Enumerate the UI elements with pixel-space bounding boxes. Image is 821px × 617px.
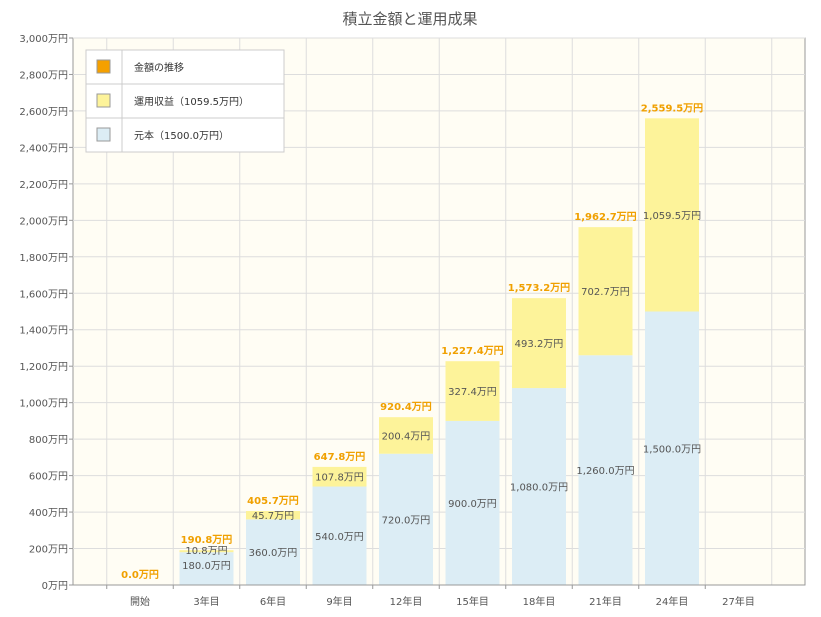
y-tick-label: 800万円 — [29, 435, 68, 446]
x-tick-label: 12年目 — [390, 595, 423, 608]
bars-group — [179, 118, 699, 585]
bar-segment-return — [645, 118, 699, 312]
y-tick-label: 200万円 — [29, 545, 68, 556]
y-tick-label: 2,200万円 — [19, 180, 68, 191]
y-axis: 0万円 200万円 400万円 600万円 800万円 1,000万円 1,200万円 1,4… — [19, 34, 73, 592]
bar-segment-principal — [578, 355, 633, 585]
data-label-total: 405.7万円 — [247, 495, 299, 507]
data-label-return: 493.2万円 — [515, 339, 564, 350]
bar-segment-return — [445, 361, 500, 421]
bar-segment-principal — [512, 388, 566, 585]
y-tick-label: 2,800万円 — [19, 70, 68, 81]
x-tick-label: 開始 — [130, 595, 150, 608]
bar-segment-principal — [312, 486, 367, 585]
y-tick-label: 400万円 — [29, 508, 68, 519]
data-label-total: 647.8万円 — [314, 451, 366, 463]
y-tick-label: 1,400万円 — [19, 326, 68, 337]
data-label-return: 702.7万円 — [581, 287, 630, 298]
data-label-return: 200.4万円 — [382, 431, 431, 442]
bar-segment-principal — [246, 519, 300, 585]
y-tick-label: 600万円 — [29, 472, 68, 483]
legend-box — [85, 49, 285, 153]
legend-label: 元本（1500.0万円） — [134, 129, 229, 142]
data-label-principal: 1,260.0万円 — [576, 466, 634, 477]
chart-title: 積立金額と運用成果 — [342, 10, 477, 28]
bar-segment-principal — [179, 552, 234, 585]
bar-segment-principal — [379, 453, 433, 585]
data-label-total: 1,962.7万円 — [574, 211, 636, 223]
y-tick-label: 2,000万円 — [19, 216, 68, 227]
legend-swatch — [96, 127, 111, 142]
data-label-return: 45.7万円 — [252, 511, 294, 522]
data-label-principal: 360.0万円 — [249, 548, 298, 559]
x-tick-label: 9年目 — [326, 595, 352, 608]
bar-segment-return — [246, 511, 300, 520]
x-tick-label: 27年目 — [722, 595, 755, 608]
data-label-total: 920.4万円 — [380, 401, 432, 413]
bar-segment-return — [179, 550, 234, 553]
y-tick-label: 3,000万円 — [19, 34, 68, 45]
legend-label: 金額の推移 — [134, 61, 184, 74]
bar-segment-principal — [645, 311, 699, 585]
data-label-principal: 1,500.0万円 — [643, 444, 701, 455]
data-label-total: 0.0万円 — [121, 569, 159, 581]
legend-swatch — [96, 59, 111, 74]
y-tick-label: 1,000万円 — [19, 399, 68, 410]
data-label-principal: 180.0万円 — [182, 561, 231, 572]
y-tick-label: 1,800万円 — [19, 253, 68, 264]
data-label-total: 1,227.4万円 — [441, 345, 503, 357]
data-labels: 180.0万円 10.8万円 360.0万円 45.7万円 540.0万円 107.8万円… — [121, 102, 703, 581]
data-label-principal: 540.0万円 — [315, 532, 364, 543]
data-label-total: 1,573.2万円 — [508, 282, 570, 294]
data-label-principal: 1,080.0万円 — [510, 483, 568, 494]
data-label-principal: 720.0万円 — [382, 515, 431, 526]
y-tick-label: 2,400万円 — [19, 143, 68, 154]
data-label-principal: 900.0万円 — [448, 499, 497, 510]
y-tick-label: 2,600万円 — [19, 107, 68, 118]
y-tick-label: 1,200万円 — [19, 362, 68, 373]
x-tick-label: 24年目 — [656, 595, 689, 608]
data-label-return: 327.4万円 — [448, 387, 497, 398]
x-tick-label: 3年目 — [193, 595, 219, 608]
data-label-return: 1,059.5万円 — [643, 211, 701, 222]
data-label-return: 10.8万円 — [185, 546, 227, 557]
bar-segment-principal — [445, 420, 500, 585]
legend-swatch — [96, 93, 111, 108]
x-tick-label: 18年目 — [523, 595, 556, 608]
data-label-return: 107.8万円 — [315, 473, 364, 484]
y-tick-label: 1,600万円 — [19, 289, 68, 300]
x-axis: 開始 3年目 6年目 9年目 12年目 15年目 18年目 21年目 24年目 27年目 — [73, 584, 805, 608]
bar-segment-return — [578, 227, 633, 356]
bar-segment-return — [379, 417, 433, 454]
data-label-total: 2,559.5万円 — [641, 102, 703, 114]
x-tick-label: 15年目 — [456, 595, 489, 608]
x-tick-label: 6年目 — [260, 595, 286, 608]
bar-segment-return — [312, 466, 367, 487]
data-label-total: 190.8万円 — [181, 534, 233, 546]
legend-label: 運用収益（1059.5万円） — [134, 95, 249, 108]
y-tick-label: 0万円 — [42, 581, 68, 592]
bar-segment-return — [512, 298, 566, 389]
x-tick-label: 21年目 — [589, 595, 622, 608]
